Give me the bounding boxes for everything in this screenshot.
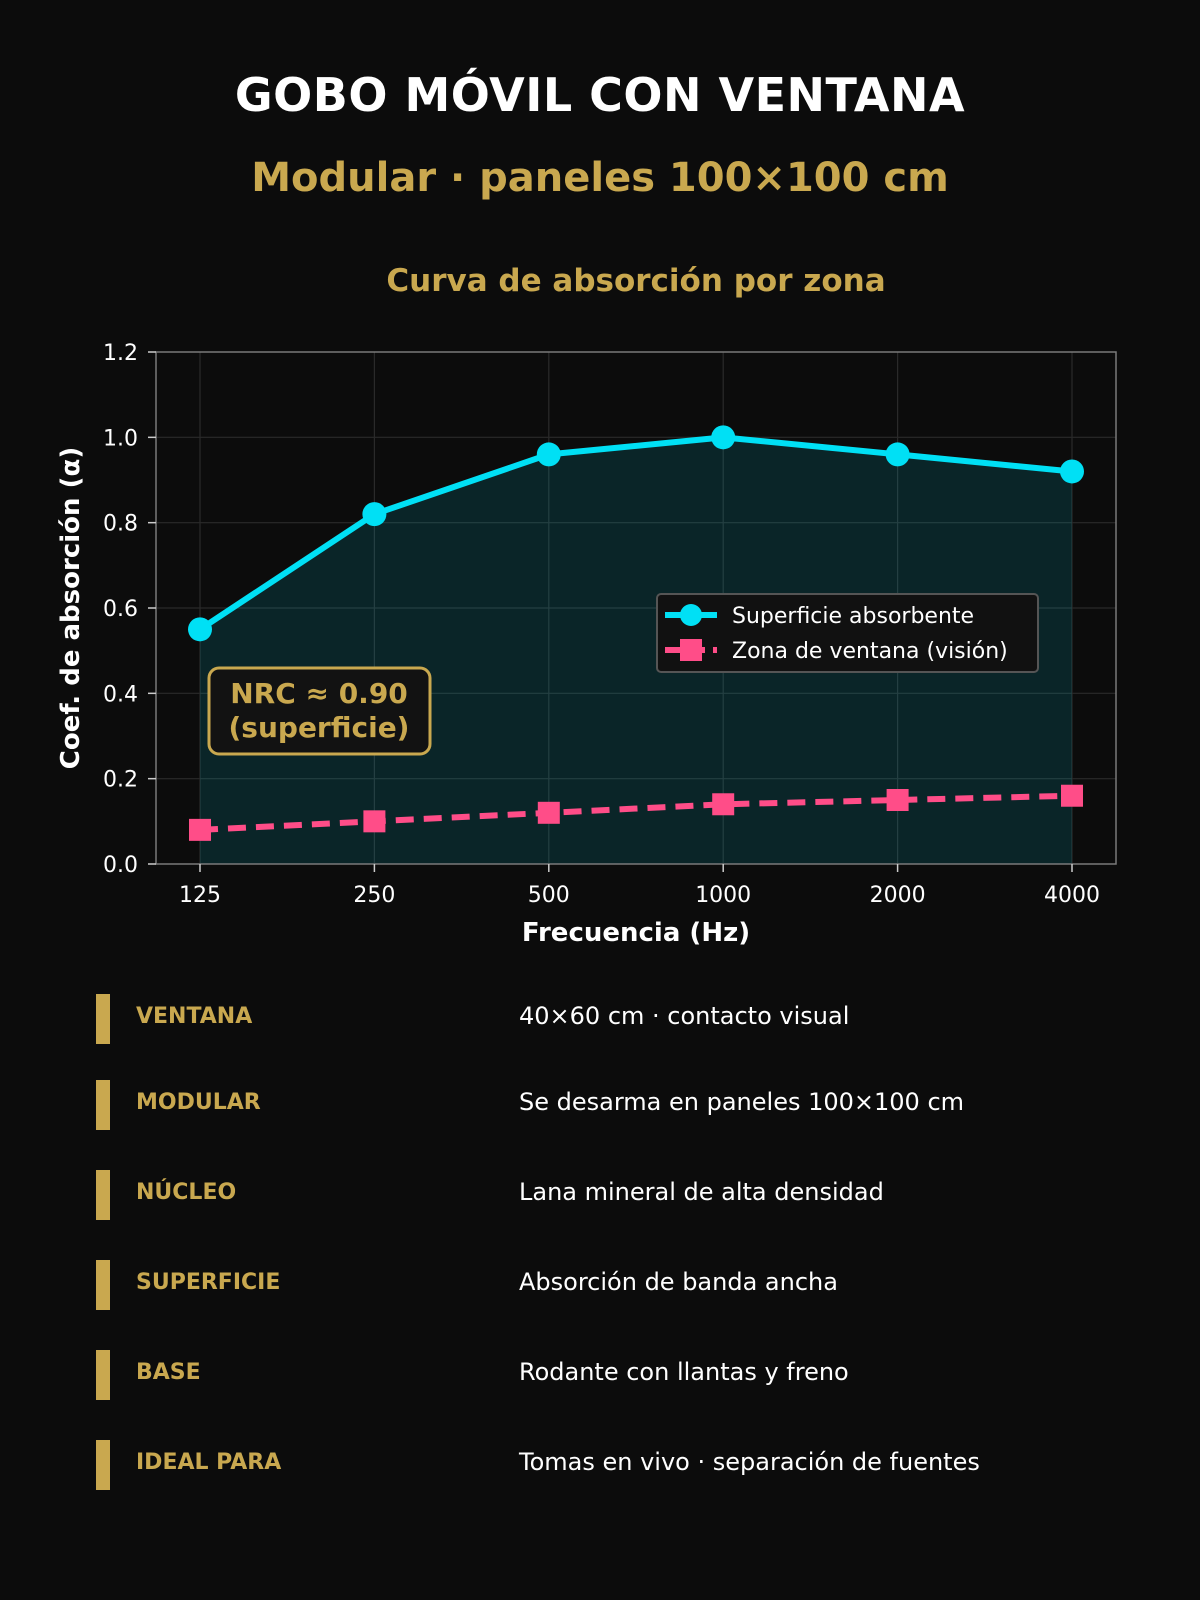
y-tick-label: 0.4 xyxy=(103,682,138,707)
data-point-ventana xyxy=(1061,784,1083,807)
spec-row-base: BASE Rodante con llantas y freno xyxy=(0,1348,1200,1402)
series-layer xyxy=(188,425,1084,841)
spec-value: Rodante con llantas y freno xyxy=(519,1358,849,1386)
data-point-superficie xyxy=(711,425,736,450)
legend-box xyxy=(656,593,1039,673)
legend-swatch-ventana-marker xyxy=(680,639,702,661)
data-point-ventana xyxy=(363,810,386,833)
y-tick-label: 1.2 xyxy=(103,341,138,366)
data-point-superficie xyxy=(1060,459,1084,484)
legend: Superficie absorbente Zona de ventana (v… xyxy=(656,593,1039,673)
x-tick-label: 4000 xyxy=(1044,883,1100,908)
x-tick-label: 1000 xyxy=(695,883,751,908)
spec-label: BASE xyxy=(136,1360,201,1385)
spec-value: Lana mineral de alta densidad xyxy=(519,1178,884,1206)
spec-label: NÚCLEO xyxy=(136,1180,237,1205)
y-axis-label: Coef. de absorción (α) xyxy=(56,447,86,769)
series-fill-superficie xyxy=(200,437,1072,864)
spec-label: IDEAL PARA xyxy=(136,1450,282,1475)
legend-label-superficie: Superficie absorbente xyxy=(732,604,974,629)
series-line-ventana xyxy=(199,792,1073,833)
data-point-ventana xyxy=(189,818,211,841)
page-title: GOBO MÓVIL CON VENTANA xyxy=(234,68,966,122)
y-tick-label: 0.6 xyxy=(103,597,138,622)
x-axis-label: Frecuencia (Hz) xyxy=(522,918,750,948)
absorption-chart: Curva de absorción por zona 0.0 0.2 0.4 0.6… xyxy=(56,263,1117,948)
y-tick-label: 0.0 xyxy=(103,853,138,878)
data-point-superficie xyxy=(536,442,561,467)
page-subtitle: Modular · paneles 100×100 cm xyxy=(251,155,949,201)
data-point-superficie xyxy=(362,502,387,527)
spec-row-modular: MODULAR Se desarma en paneles 100×100 cm xyxy=(0,1078,1200,1132)
data-point-ventana xyxy=(886,789,909,811)
legend-swatch-superficie-marker xyxy=(680,604,702,626)
spec-label: MODULAR xyxy=(136,1090,261,1115)
data-point-ventana xyxy=(537,801,560,824)
nrc-annotation: NRC ≈ 0.90 (superficie) xyxy=(207,666,432,756)
spec-value: Tomas en vivo · separación de fuentes xyxy=(519,1448,980,1476)
spec-value: Absorción de banda ancha xyxy=(519,1268,838,1296)
spec-value: 40×60 cm · contacto visual xyxy=(519,1002,850,1030)
spec-row-superficie: SUPERFICIE Absorción de banda ancha xyxy=(0,1258,1200,1312)
axis-ticks: 0.0 0.2 0.4 0.6 0.8 1.0 1.2 125 250 500 1000 2000 40… xyxy=(103,341,1100,908)
data-point-ventana xyxy=(712,793,735,816)
data-point-superficie xyxy=(885,442,910,467)
nrc-annotation-line1: NRC ≈ 0.90 xyxy=(230,677,408,710)
y-tick-label: 0.8 xyxy=(103,512,138,537)
spec-accent-bar xyxy=(96,1440,110,1490)
y-tick-label: 0.2 xyxy=(103,768,138,793)
series-fill-layer xyxy=(200,437,1072,864)
legend-label-ventana: Zona de ventana (visión) xyxy=(732,639,1008,664)
spec-accent-bar xyxy=(96,994,110,1044)
x-tick-label: 125 xyxy=(179,883,221,908)
spec-label: VENTANA xyxy=(136,1004,253,1029)
y-tick-label: 1.0 xyxy=(103,426,138,451)
spec-row-ideal-para: IDEAL PARA Tomas en vivo · separación de… xyxy=(0,1438,1200,1492)
nrc-annotation-box xyxy=(207,666,432,756)
spec-row-nucleo: NÚCLEO Lana mineral de alta densidad xyxy=(0,1168,1200,1222)
spec-accent-bar xyxy=(96,1170,110,1220)
spec-label: SUPERFICIE xyxy=(136,1270,281,1295)
spec-accent-bar xyxy=(96,1080,110,1130)
x-tick-label: 500 xyxy=(528,883,570,908)
spec-row-ventana: VENTANA 40×60 cm · contacto visual xyxy=(0,992,1200,1046)
series-line-superficie xyxy=(197,434,1075,633)
x-tick-label: 2000 xyxy=(870,883,926,908)
nrc-annotation-line2: (superficie) xyxy=(229,711,410,744)
data-point-superficie xyxy=(188,617,212,642)
spec-accent-bar xyxy=(96,1260,110,1310)
spec-value: Se desarma en paneles 100×100 cm xyxy=(519,1088,965,1116)
x-tick-label: 250 xyxy=(353,883,395,908)
chart-title: Curva de absorción por zona xyxy=(386,263,885,299)
spec-accent-bar xyxy=(96,1350,110,1400)
